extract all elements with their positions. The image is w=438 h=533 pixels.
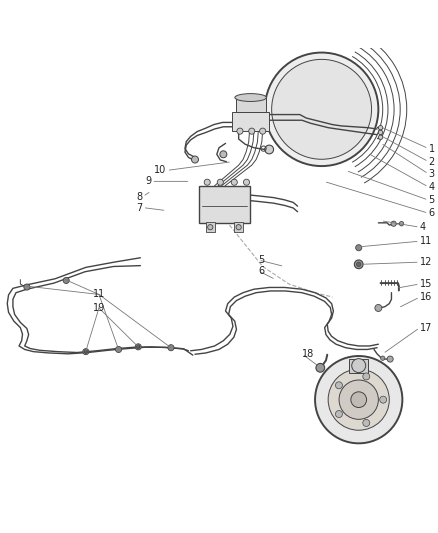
Circle shape <box>356 245 362 251</box>
Circle shape <box>217 179 223 185</box>
Text: 11: 11 <box>93 289 105 300</box>
Circle shape <box>191 156 198 163</box>
Circle shape <box>237 128 243 134</box>
Circle shape <box>204 179 210 185</box>
Circle shape <box>84 350 88 353</box>
Circle shape <box>336 382 343 389</box>
Circle shape <box>378 135 383 140</box>
Circle shape <box>83 349 89 354</box>
Text: 11: 11 <box>420 236 432 246</box>
Circle shape <box>336 410 343 417</box>
Circle shape <box>354 260 363 269</box>
Text: 4: 4 <box>420 222 426 232</box>
Circle shape <box>387 356 393 362</box>
Circle shape <box>391 221 396 227</box>
Circle shape <box>249 128 255 134</box>
Text: 6: 6 <box>258 266 265 276</box>
Text: 15: 15 <box>420 279 432 289</box>
Text: 10: 10 <box>154 165 166 175</box>
Text: 17: 17 <box>420 322 432 333</box>
Circle shape <box>220 151 227 158</box>
Circle shape <box>357 262 361 266</box>
Circle shape <box>352 359 366 373</box>
Ellipse shape <box>235 94 266 101</box>
Circle shape <box>272 59 371 159</box>
Circle shape <box>378 125 383 130</box>
Text: 9: 9 <box>145 176 151 187</box>
Bar <box>199 185 250 223</box>
Bar <box>234 222 243 231</box>
Circle shape <box>168 345 174 351</box>
Bar <box>236 98 266 111</box>
Circle shape <box>265 145 274 154</box>
Circle shape <box>363 419 370 426</box>
Circle shape <box>208 224 213 230</box>
Text: 1: 1 <box>428 143 434 154</box>
Text: 19: 19 <box>93 303 105 313</box>
Circle shape <box>339 380 378 419</box>
Text: 5: 5 <box>428 195 435 205</box>
Circle shape <box>231 179 237 185</box>
Circle shape <box>24 284 30 290</box>
Text: 7: 7 <box>136 203 143 213</box>
Circle shape <box>315 356 403 443</box>
Text: 2: 2 <box>428 157 435 167</box>
Circle shape <box>236 224 241 230</box>
Circle shape <box>316 364 325 372</box>
Bar <box>206 222 215 231</box>
Circle shape <box>351 392 367 408</box>
Circle shape <box>363 373 370 380</box>
Circle shape <box>381 356 385 360</box>
Text: 12: 12 <box>420 257 432 267</box>
Circle shape <box>63 277 69 284</box>
Circle shape <box>244 179 250 185</box>
Circle shape <box>378 130 383 135</box>
Text: 8: 8 <box>137 192 143 201</box>
Text: 18: 18 <box>302 349 314 359</box>
Circle shape <box>265 53 378 166</box>
Circle shape <box>137 345 140 349</box>
Circle shape <box>135 344 141 350</box>
Bar <box>349 359 368 373</box>
Circle shape <box>260 128 266 134</box>
Text: 6: 6 <box>428 208 434 218</box>
Circle shape <box>399 222 404 226</box>
Circle shape <box>380 396 387 403</box>
Bar <box>232 111 269 131</box>
Circle shape <box>116 346 122 352</box>
Circle shape <box>375 304 382 311</box>
Text: 3: 3 <box>428 169 434 179</box>
Text: 4: 4 <box>428 182 434 192</box>
Text: 5: 5 <box>258 255 265 265</box>
Circle shape <box>328 369 389 430</box>
Text: 16: 16 <box>420 292 432 302</box>
